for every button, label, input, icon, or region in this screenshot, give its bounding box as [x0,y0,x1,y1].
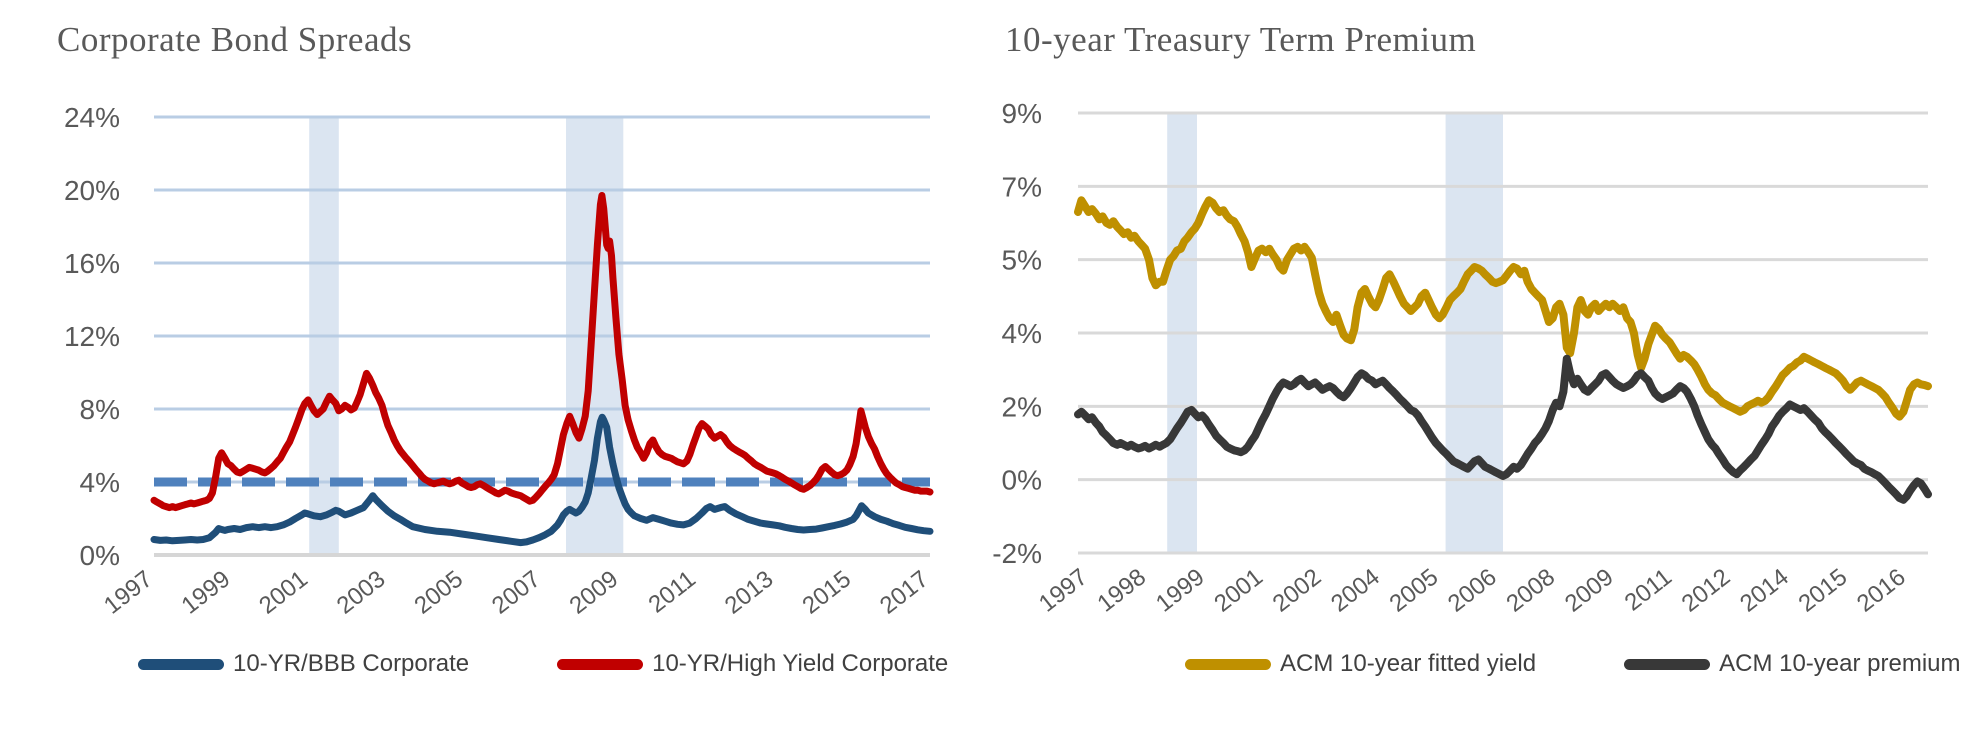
x-tick-label: 2003 [332,565,391,619]
legend-label-bbb-corporate: 10-YR/BBB Corporate [233,650,470,677]
y-tick-label: 5% [1002,245,1042,276]
x-tick-label: 1997 [99,565,158,619]
x-tick-label: 2001 [1209,563,1268,617]
y-tick-label: 8% [80,394,120,425]
legend-label-acm-fitted-yield: ACM 10-year fitted yield [1280,650,1537,677]
corporate-bond-spreads-plot: 24% 20% 16% 12% 8% 4% 0%1997 1999 2001 2003 2005 20… [64,102,934,620]
x-tick-label: 2015 [797,565,856,619]
x-tick-label: 2001 [254,565,313,619]
x-tick-label: 2017 [875,565,934,619]
y-tick-label: 0% [1002,465,1042,496]
series-line-0 [150,413,934,547]
x-tick-label: 2011 [644,565,701,618]
x-tick-label: 2005 [409,565,468,619]
series-line-0 [1074,196,1932,421]
x-tick-label: 2012 [1677,563,1736,617]
x-tick-label: 2002 [1268,563,1327,617]
x-tick-label: 1998 [1092,563,1151,617]
x-tick-label: 2014 [1735,563,1794,617]
x-tick-label: 2015 [1794,563,1853,617]
legend-swatch-bbb-corporate [138,658,224,670]
chart-title-treasury-term-premium: 10-year Treasury Term Premium [1005,20,1477,59]
legend-swatch-acm-premium [1624,658,1711,670]
legend-item-acm-fitted-yield: ACM 10-year fitted yield [1185,650,1536,678]
y-tick-label: 4% [80,467,120,498]
x-tick-label: 1999 [1151,563,1210,617]
legend-item-bbb-corporate: 10-YR/BBB Corporate [138,650,469,678]
y-tick-label: 9% [1002,98,1042,129]
x-tick-label: 2011 [1620,563,1677,616]
chart-title-corporate-bond-spreads: Corporate Bond Spreads [57,20,413,59]
x-tick-label: 2016 [1852,563,1911,617]
legend-label-acm-premium: ACM 10-year premium [1719,650,1961,677]
legend-corporate-bond-spreads: 10-YR/BBB Corporate 10-YR/High Yield Cor… [138,650,948,678]
x-tick-label: 2006 [1443,563,1502,617]
legend-item-acm-premium: ACM 10-year premium [1624,650,1961,678]
y-tick-label: 0% [80,540,120,571]
x-tick-label: 1997 [1034,563,1093,617]
y-tick-label: 2% [1002,391,1042,422]
legend-treasury-term-premium: ACM 10-year fitted yield ACM 10-year pre… [1185,650,1961,678]
y-tick-label: 24% [64,102,120,133]
treasury-term-premium-plot: 9%7%5%4%2%0%-2%1997 1998 1999 2001 2002 2004 2… [992,98,1932,618]
legend-label-high-yield-corporate: 10-YR/High Yield Corporate [652,650,949,677]
y-tick-label: 20% [64,175,120,206]
y-tick-label: -2% [992,538,1042,569]
y-tick-label: 12% [64,321,120,352]
y-tick-label: 7% [1002,171,1042,202]
y-tick-label: 4% [1002,318,1042,349]
x-tick-label: 2013 [720,565,779,619]
series-line-1 [150,192,934,512]
x-tick-label: 2009 [1560,563,1619,617]
series-line-1 [1074,354,1932,504]
x-tick-label: 1999 [177,565,236,619]
y-tick-label: 16% [64,248,120,279]
legend-swatch-high-yield-corporate [557,658,644,670]
legend-swatch-acm-fitted-yield [1185,658,1271,670]
x-tick-label: 2004 [1326,563,1385,617]
x-tick-label: 2007 [487,565,546,619]
x-tick-label: 2005 [1385,563,1444,617]
x-tick-label: 2008 [1501,563,1560,617]
x-tick-label: 2009 [565,565,624,619]
legend-item-high-yield-corporate: 10-YR/High Yield Corporate [557,650,948,678]
